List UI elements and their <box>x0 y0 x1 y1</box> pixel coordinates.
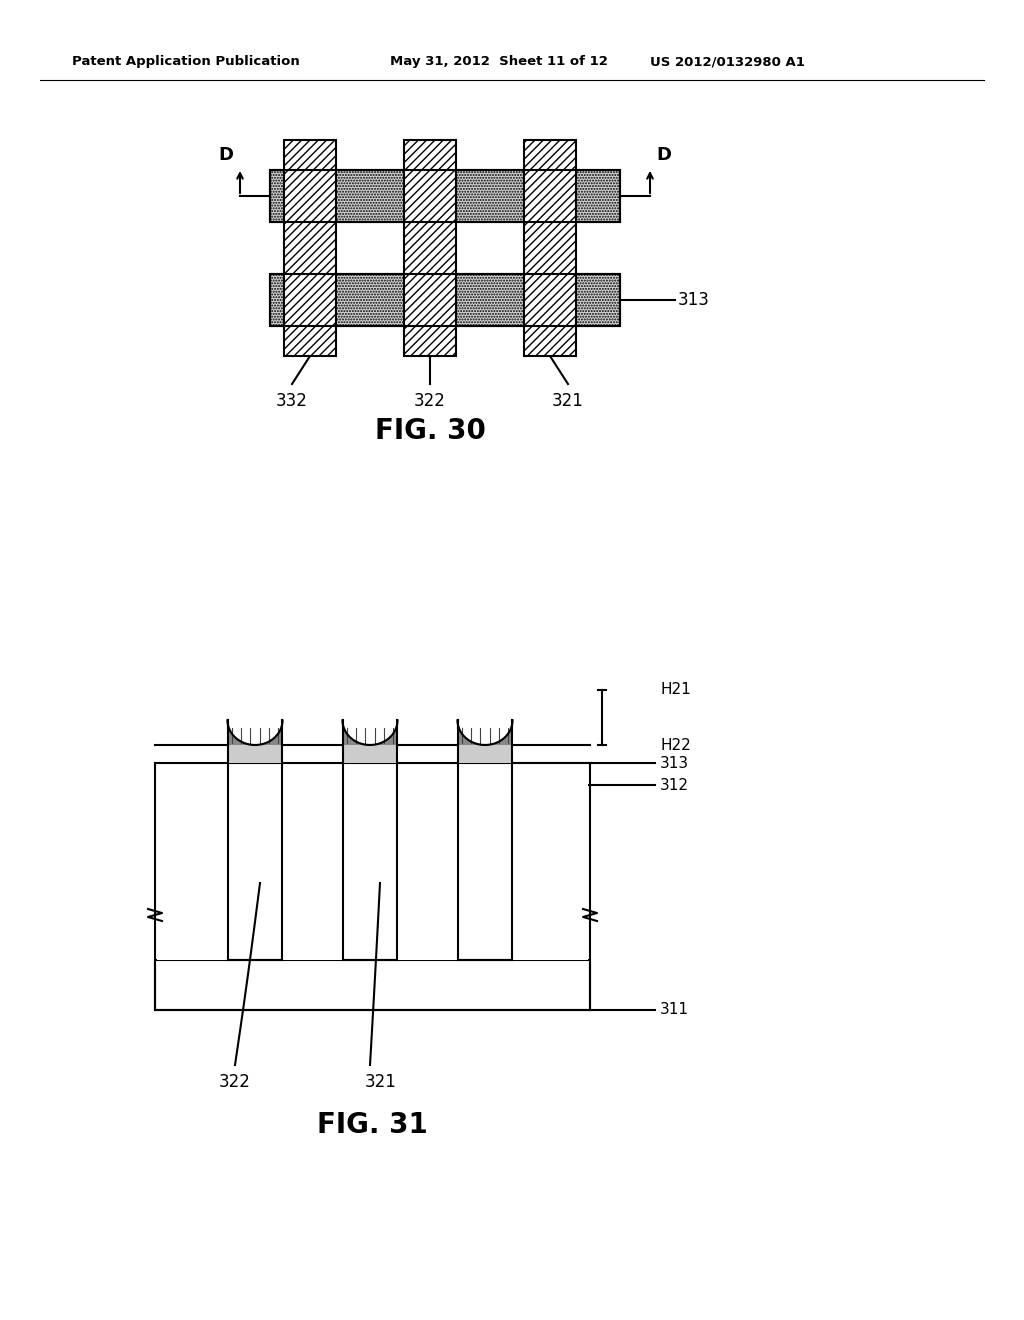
Text: 332: 332 <box>276 392 308 411</box>
Text: 321: 321 <box>552 392 584 411</box>
Bar <box>512 763 588 960</box>
Bar <box>524 140 575 356</box>
Bar <box>343 744 398 763</box>
Text: FIG. 31: FIG. 31 <box>317 1111 428 1139</box>
Bar <box>155 960 590 1010</box>
Text: D: D <box>656 147 672 164</box>
Bar <box>458 744 513 763</box>
Text: 321: 321 <box>365 1073 397 1092</box>
Text: May 31, 2012  Sheet 11 of 12: May 31, 2012 Sheet 11 of 12 <box>390 55 608 69</box>
Bar <box>270 275 620 326</box>
Bar <box>282 763 343 960</box>
Text: FIG. 30: FIG. 30 <box>375 417 485 445</box>
Text: H21: H21 <box>660 682 691 697</box>
Bar <box>284 140 336 356</box>
Bar <box>157 763 228 960</box>
Bar <box>397 763 458 960</box>
Text: Patent Application Publication: Patent Application Publication <box>72 55 300 69</box>
Bar <box>404 140 456 356</box>
Bar <box>270 170 620 222</box>
Bar <box>270 170 620 222</box>
Text: 313: 313 <box>660 755 689 771</box>
Text: H22: H22 <box>660 738 691 752</box>
Bar <box>270 275 620 326</box>
Polygon shape <box>227 721 283 744</box>
Text: 311: 311 <box>660 1002 689 1018</box>
Bar <box>228 744 283 763</box>
Text: 313: 313 <box>678 290 710 309</box>
Text: 322: 322 <box>219 1073 251 1092</box>
Text: 322: 322 <box>414 392 445 411</box>
Text: D: D <box>218 147 233 164</box>
Text: US 2012/0132980 A1: US 2012/0132980 A1 <box>650 55 805 69</box>
Polygon shape <box>458 721 512 744</box>
Polygon shape <box>342 721 397 744</box>
Text: 312: 312 <box>660 777 689 792</box>
